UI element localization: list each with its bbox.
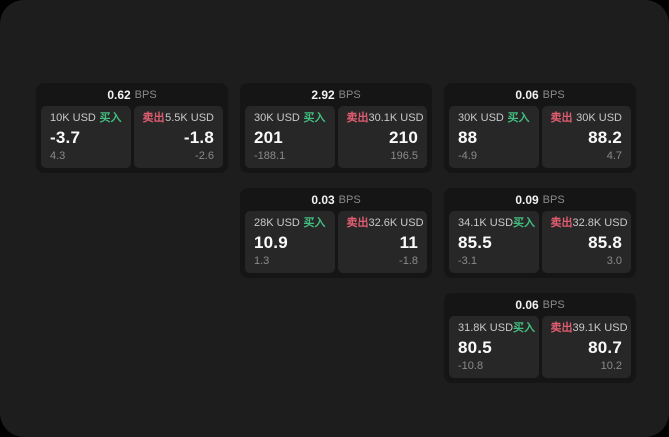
quote-card: 0.03 BPS 28K USD 买入 10.9 1.3 卖出 32.6K US… <box>240 188 432 278</box>
buy-panel[interactable]: 31.8K USD 买入 80.5 -10.8 <box>449 316 539 378</box>
spread-value: 2.92 <box>311 87 335 102</box>
sell-amount: 5.5K USD <box>165 112 214 124</box>
buy-price: -3.7 <box>50 128 81 147</box>
sell-delta: -1.8 <box>399 255 418 267</box>
spread-unit-label: BPS <box>338 193 361 206</box>
sell-price: 88.2 <box>588 128 622 147</box>
quote-card: 0.06 BPS 30K USD 买入 88 -4.9 卖出 30K USD 8… <box>444 83 636 173</box>
sell-label: 卖出 <box>346 112 369 124</box>
sell-price: -1.8 <box>183 128 214 147</box>
sell-delta: 3.0 <box>606 255 622 267</box>
buy-amount: 31.8K USD <box>458 322 514 334</box>
buy-price: 85.5 <box>458 233 492 252</box>
buy-amount: 30K USD <box>254 112 300 124</box>
buy-label: 买入 <box>513 217 536 229</box>
spread-unit-label: BPS <box>542 298 565 311</box>
spread-header: 0.03 BPS <box>240 188 432 211</box>
sell-price: 11 <box>399 233 418 252</box>
sell-price: 210 <box>389 128 418 147</box>
spread-value: 0.09 <box>515 192 539 207</box>
sell-delta: 4.7 <box>606 150 622 162</box>
spread-header: 2.92 BPS <box>240 83 432 106</box>
sell-label: 卖出 <box>550 322 573 334</box>
sell-label: 卖出 <box>550 112 573 124</box>
sell-amount: 30.1K USD <box>368 112 424 124</box>
sell-panel[interactable]: 卖出 5.5K USD -1.8 -2.6 <box>133 106 223 168</box>
sell-amount: 32.6K USD <box>368 217 424 229</box>
sell-amount: 39.1K USD <box>572 322 628 334</box>
buy-label: 买入 <box>99 112 122 124</box>
buy-label: 买入 <box>303 112 326 124</box>
spread-header: 0.06 BPS <box>444 293 636 316</box>
spread-header: 0.62 BPS <box>36 83 228 106</box>
quote-card: 0.62 BPS 10K USD 买入 -3.7 4.3 卖出 5.5K USD… <box>36 83 228 173</box>
spread-value: 0.06 <box>515 87 539 102</box>
buy-delta: -4.9 <box>458 150 477 162</box>
sell-panel[interactable]: 卖出 30K USD 88.2 4.7 <box>541 106 631 168</box>
buy-panel[interactable]: 30K USD 买入 201 -188.1 <box>245 106 335 168</box>
buy-price: 88 <box>458 128 478 147</box>
buy-delta: -3.1 <box>458 255 477 267</box>
quote-card: 0.09 BPS 34.1K USD 买入 85.5 -3.1 卖出 32.8K… <box>444 188 636 278</box>
buy-amount: 30K USD <box>458 112 504 124</box>
sell-amount: 32.8K USD <box>572 217 628 229</box>
buy-amount: 34.1K USD <box>458 217 514 229</box>
spread-unit-label: BPS <box>542 193 565 206</box>
buy-price: 10.9 <box>254 233 288 252</box>
buy-panel[interactable]: 10K USD 买入 -3.7 4.3 <box>41 106 131 168</box>
buy-panel[interactable]: 28K USD 买入 10.9 1.3 <box>245 211 335 273</box>
sell-label: 卖出 <box>142 112 165 124</box>
buy-delta: 4.3 <box>50 150 66 162</box>
buy-delta: -188.1 <box>254 150 286 162</box>
buy-delta: -10.8 <box>458 360 484 372</box>
sell-panel[interactable]: 卖出 32.6K USD 11 -1.8 <box>337 211 427 273</box>
sell-panel[interactable]: 卖出 32.8K USD 85.8 3.0 <box>541 211 631 273</box>
spread-header: 0.09 BPS <box>444 188 636 211</box>
spread-unit-label: BPS <box>338 88 361 101</box>
quote-card: 2.92 BPS 30K USD 买入 201 -188.1 卖出 30.1K … <box>240 83 432 173</box>
spread-unit-label: BPS <box>134 88 157 101</box>
buy-label: 买入 <box>513 322 536 334</box>
spread-unit-label: BPS <box>542 88 565 101</box>
sell-delta: -2.6 <box>195 150 214 162</box>
buy-label: 买入 <box>507 112 530 124</box>
sell-price: 85.8 <box>588 233 622 252</box>
spread-value: 0.03 <box>311 192 335 207</box>
spread-header: 0.06 BPS <box>444 83 636 106</box>
sell-label: 卖出 <box>550 217 573 229</box>
spread-value: 0.06 <box>515 297 539 312</box>
buy-panel[interactable]: 30K USD 买入 88 -4.9 <box>449 106 539 168</box>
buy-label: 买入 <box>303 217 326 229</box>
buy-price: 201 <box>254 128 283 147</box>
buy-price: 80.5 <box>458 338 492 357</box>
sell-panel[interactable]: 卖出 39.1K USD 80.7 10.2 <box>541 316 631 378</box>
buy-delta: 1.3 <box>254 255 270 267</box>
buy-amount: 28K USD <box>254 217 300 229</box>
buy-amount: 10K USD <box>50 112 96 124</box>
sell-label: 卖出 <box>346 217 369 229</box>
sell-price: 80.7 <box>588 338 622 357</box>
sell-delta: 10.2 <box>600 360 622 372</box>
quote-card: 0.06 BPS 31.8K USD 买入 80.5 -10.8 卖出 39.1… <box>444 293 636 383</box>
sell-panel[interactable]: 卖出 30.1K USD 210 196.5 <box>337 106 427 168</box>
spread-value: 0.62 <box>107 87 131 102</box>
sell-delta: 196.5 <box>390 150 418 162</box>
buy-panel[interactable]: 34.1K USD 买入 85.5 -3.1 <box>449 211 539 273</box>
sell-amount: 30K USD <box>576 112 622 124</box>
